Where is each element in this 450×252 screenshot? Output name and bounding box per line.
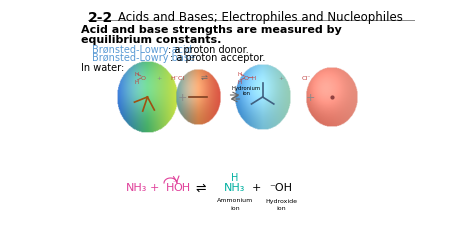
Text: H: H [134,71,139,76]
Text: Brønsted-Lowry base: Brønsted-Lowry base [92,53,195,63]
Text: ion: ion [230,205,240,210]
Text: H⁻Cl: H⁻Cl [171,75,185,80]
Text: Ammonium: Ammonium [217,198,253,203]
Text: +: + [156,75,161,80]
Text: +: + [150,182,159,192]
Text: +: + [306,93,315,103]
Text: NH₃: NH₃ [224,182,246,192]
Text: ion: ion [242,90,250,95]
Text: Cl⁻: Cl⁻ [301,75,310,80]
Text: H: H [252,75,256,80]
Text: ⁻: ⁻ [172,179,176,185]
Text: In water:: In water: [81,63,124,73]
Text: H: H [231,172,239,182]
Text: H: H [238,79,242,84]
Text: O: O [140,75,145,80]
Text: ⇌: ⇌ [196,181,206,194]
Text: ⁻OH: ⁻OH [270,182,293,192]
Text: NH₃: NH₃ [126,182,147,192]
Text: : a proton acceptor.: : a proton acceptor. [170,53,265,63]
Text: +: + [252,182,261,192]
Text: H: H [134,79,139,84]
Text: : a proton donor.: : a proton donor. [168,45,248,55]
Text: O: O [243,75,248,80]
Text: 2-2: 2-2 [88,11,113,25]
Text: Hydroxide: Hydroxide [265,198,297,203]
Text: Hydronium: Hydronium [231,85,261,90]
Text: H: H [166,182,175,192]
Text: Acids and Bases; Electrophiles and Nucleophiles: Acids and Bases; Electrophiles and Nucle… [118,11,403,24]
Text: ⇌: ⇌ [201,73,208,82]
Text: Brønsted-Lowry acid: Brønsted-Lowry acid [92,45,192,55]
Text: OH: OH [173,182,190,192]
Text: +: + [279,75,284,80]
Text: ion: ion [276,205,286,210]
Text: equilibrium constants.: equilibrium constants. [81,35,221,45]
Text: H: H [238,71,242,76]
Text: Acid and base strengths are measured by: Acid and base strengths are measured by [81,25,342,35]
Text: +: + [178,93,187,103]
